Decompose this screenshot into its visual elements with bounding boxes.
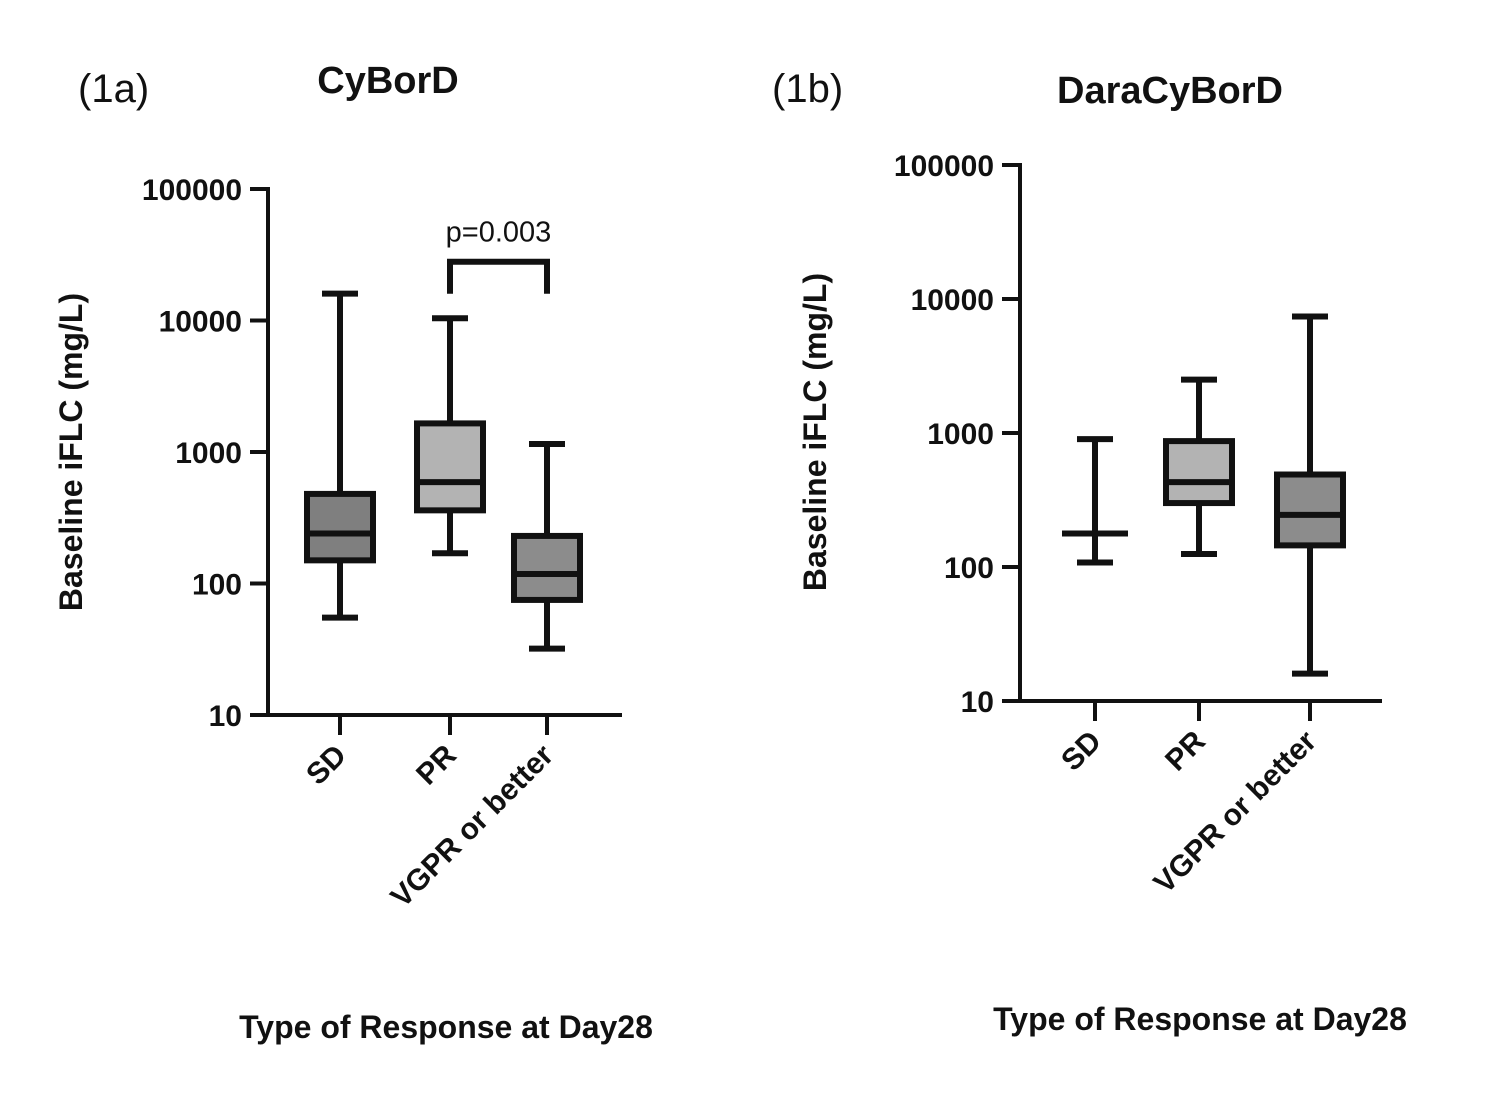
y-tick-label: 10000 [159, 306, 242, 339]
y-axis-title: Baseline iFLC (mg/L) [797, 273, 833, 591]
panel-1a: (1a) CyBorD Baseline iFLC (mg/L) Type of… [53, 60, 653, 1045]
box-vgpr-or-better [511, 441, 583, 652]
iqr-box [304, 490, 376, 564]
y-tick-label: 1000 [927, 418, 994, 451]
panel-label: (1a) [78, 67, 149, 111]
box-sd [304, 290, 376, 621]
box-pr [1163, 376, 1235, 558]
x-tick-label: SD [1055, 725, 1108, 778]
iqr-box [511, 532, 583, 603]
y-tick-label: 100 [192, 569, 242, 602]
iqr-box [1163, 438, 1235, 507]
y-tick-label: 100 [944, 552, 994, 585]
y-tick-label: 100000 [142, 174, 242, 207]
y-tick-label: 10 [961, 686, 994, 719]
box-vgpr-or-better [1274, 313, 1346, 677]
panel-label: (1b) [772, 67, 843, 111]
y-tick-label: 10 [209, 700, 242, 733]
y-axis-title: Baseline iFLC (mg/L) [53, 293, 89, 611]
chart-title: CyBorD [317, 60, 458, 102]
annotations: p=0.003 [446, 217, 552, 294]
x-tick-label: PR [410, 738, 463, 791]
box-pr [414, 315, 486, 557]
y-tick-label: 10000 [911, 284, 994, 317]
x-axis-title: Type of Response at Day28 [239, 1009, 653, 1045]
iqr-box [1274, 471, 1346, 549]
y-tick-label: 100000 [894, 150, 994, 183]
box-sd [1062, 436, 1128, 566]
x-tick-label: VGPR or better [385, 738, 561, 914]
x-axis-title: Type of Response at Day28 [993, 1001, 1407, 1037]
panel-1b: (1b) DaraCyBorD Baseline iFLC (mg/L) Typ… [772, 67, 1407, 1037]
x-tick-label: SD [300, 739, 353, 792]
significance-bracket [447, 258, 550, 294]
boxes [1062, 313, 1346, 677]
y-tick-label: 1000 [175, 437, 242, 470]
chart-title: DaraCyBorD [1057, 70, 1283, 112]
x-tick-label: PR [1159, 724, 1212, 777]
boxes [304, 290, 583, 652]
p-value-label: p=0.003 [446, 217, 552, 249]
iqr-box [414, 420, 486, 514]
